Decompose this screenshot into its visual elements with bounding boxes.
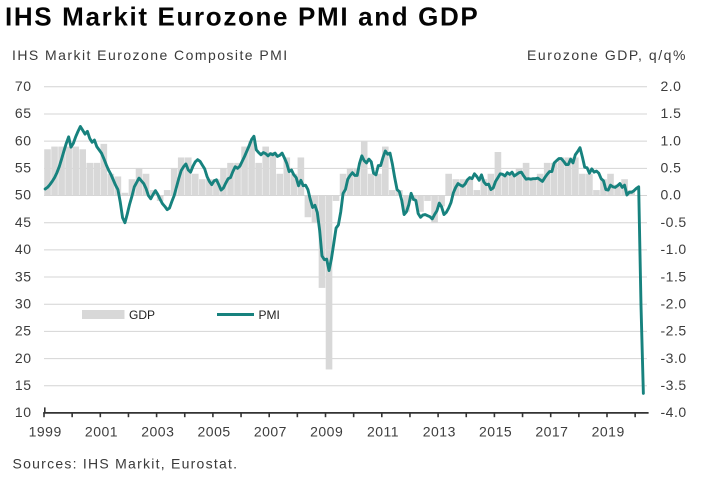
svg-text:35: 35 (15, 268, 32, 284)
svg-text:2015: 2015 (479, 424, 512, 440)
svg-text:2011: 2011 (367, 424, 399, 440)
svg-text:30: 30 (15, 295, 32, 311)
svg-text:-1.0: -1.0 (661, 241, 687, 257)
svg-text:55: 55 (15, 160, 32, 176)
svg-text:-0.5: -0.5 (661, 214, 687, 230)
svg-text:15: 15 (15, 377, 32, 393)
svg-text:-3.0: -3.0 (661, 350, 687, 366)
svg-text:1.0: 1.0 (661, 132, 682, 148)
svg-text:-2.5: -2.5 (661, 323, 687, 339)
svg-text:20: 20 (15, 350, 32, 366)
svg-text:45: 45 (15, 214, 32, 230)
svg-text:IHS Markit Eurozone Composite: IHS Markit Eurozone Composite PMI (12, 47, 289, 63)
svg-text:2007: 2007 (254, 424, 287, 440)
svg-text:1999: 1999 (29, 424, 62, 440)
svg-text:-4.0: -4.0 (661, 404, 687, 420)
svg-text:10: 10 (15, 404, 32, 420)
svg-text:40: 40 (15, 241, 32, 257)
svg-text:25: 25 (15, 323, 32, 339)
svg-text:2019: 2019 (592, 424, 625, 440)
svg-text:2017: 2017 (535, 424, 568, 440)
svg-text:-1.5: -1.5 (661, 268, 687, 284)
svg-text:GDP: GDP (129, 308, 155, 322)
svg-text:PMI: PMI (259, 308, 280, 322)
svg-text:2001: 2001 (85, 424, 118, 440)
svg-text:2005: 2005 (198, 424, 231, 440)
svg-text:60: 60 (15, 132, 32, 148)
svg-text:Sources: IHS Markit, Eurostat.: Sources: IHS Markit, Eurostat. (13, 456, 239, 472)
svg-text:Eurozone GDP, q/q%: Eurozone GDP, q/q% (527, 47, 687, 63)
svg-text:0.5: 0.5 (661, 160, 682, 176)
svg-text:70: 70 (15, 78, 32, 94)
svg-text:50: 50 (15, 187, 32, 203)
svg-text:IHS Markit Eurozone PMI and GD: IHS Markit Eurozone PMI and GDP (5, 2, 479, 32)
svg-text:1.5: 1.5 (661, 105, 682, 121)
svg-text:-3.5: -3.5 (661, 377, 687, 393)
svg-text:-2.0: -2.0 (661, 295, 687, 311)
svg-text:2003: 2003 (141, 424, 174, 440)
svg-text:2009: 2009 (310, 424, 343, 440)
svg-text:2013: 2013 (423, 424, 456, 440)
svg-text:65: 65 (15, 105, 32, 121)
svg-text:0.0: 0.0 (661, 187, 682, 203)
svg-text:2.0: 2.0 (661, 78, 682, 94)
